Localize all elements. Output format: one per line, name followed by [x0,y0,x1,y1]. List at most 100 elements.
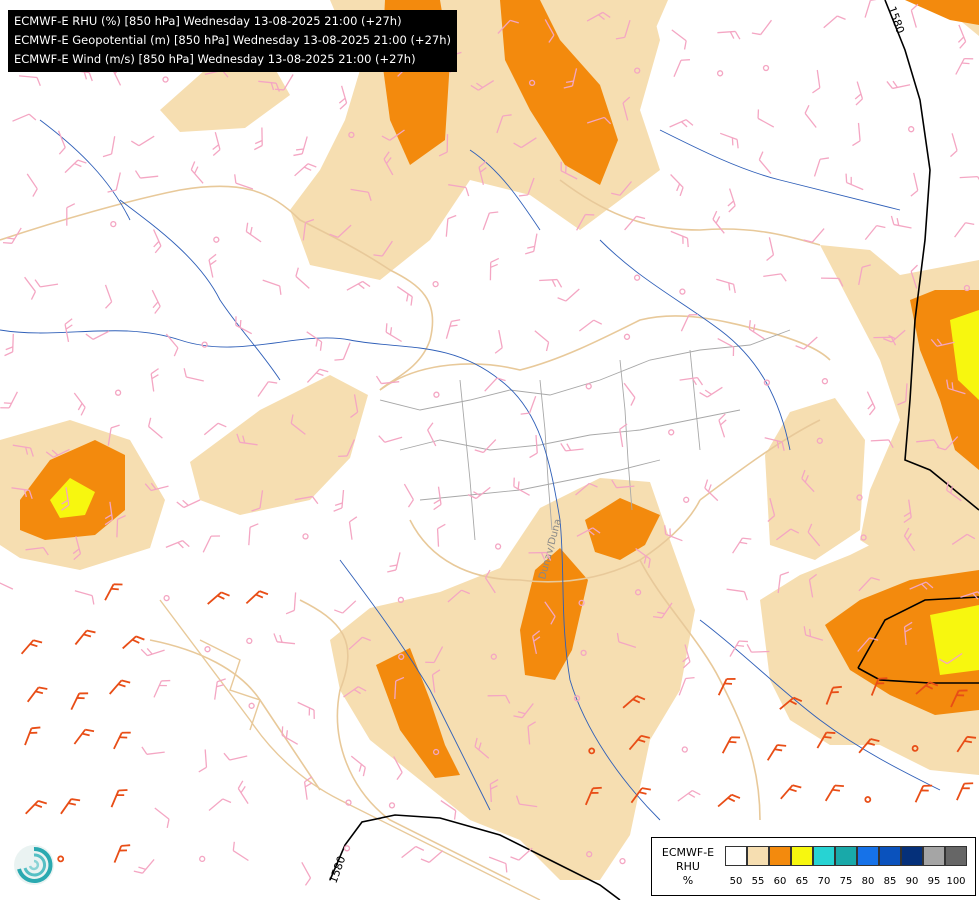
wind-barb [378,435,403,443]
wind-barb [438,134,449,157]
wind-barb [61,487,70,511]
wind-barb [110,789,128,808]
wind-barb [235,316,253,335]
wind-barb [212,132,221,157]
wind-barb [680,313,698,332]
wind-barb [383,151,394,176]
wind-barb [886,80,911,90]
wind-barb [534,330,550,352]
wind-barb [202,535,221,553]
wind-barb [232,841,249,862]
rhu-legend: ECMWF-E RHU % 50 55 60 65 70 75 80 85 90 95 100 [651,837,976,896]
wind-barb [580,649,587,657]
wind-barb [150,368,159,392]
wind-barb [338,85,348,110]
wind-barb [584,786,602,806]
coastline [159,599,541,900]
wind-barb [24,276,37,300]
wind-barb [73,728,95,745]
wind-barb [950,689,968,708]
wind-barb [140,647,165,657]
wind-barb [803,626,824,641]
wind-barb [66,203,76,226]
wind-barb [345,799,352,806]
wind-barb [525,233,538,255]
wind-barb [401,845,425,859]
wind-barb [852,122,861,147]
wind-barb [716,70,724,77]
wind-barb [812,69,821,94]
wind-barb [134,170,159,179]
wind-barb [165,540,190,549]
wind-barb [113,844,131,863]
wind-barb [107,424,120,446]
wind-barb [130,135,155,147]
wind-barb [910,172,919,197]
wind-barb [348,636,371,650]
wind-barb [668,429,675,436]
wind-barb [293,136,308,157]
wind-barb [634,589,642,596]
wind-barb [673,59,691,78]
wind-barb [144,482,169,492]
wind-barb [579,319,603,332]
wind-barb [393,756,403,781]
wind-barb [85,330,110,340]
header-line-rhu: ECMWF-E RHU (%) [850 hPa] Wednesday 13-0… [14,14,402,28]
legend-swatch [747,846,769,866]
wind-barb [333,489,345,512]
legend-tick-label: 55 [751,876,765,887]
wind-barb [350,394,359,418]
wind-barb [858,577,880,592]
wind-barb [963,284,971,292]
wind-barb [470,80,495,91]
legend-title-param: RHU [676,860,700,873]
legend-swatch [725,846,747,866]
wind-barb [954,222,975,238]
wind-barb [447,589,471,603]
wind-barb [808,573,818,598]
wind-barb [478,161,487,185]
wind-barb [909,581,934,590]
wind-barb [624,215,646,231]
wind-barb [2,227,22,244]
wind-barb [297,701,315,719]
wind-barb [779,696,803,710]
wind-barb [199,855,206,863]
wind-barb [70,692,89,710]
legend-ticks: 50 55 60 65 70 75 80 85 90 95 100 [725,876,975,890]
wind-barb [560,442,584,452]
legend-title-unit: % [682,874,694,887]
wind-barb [72,536,82,561]
wind-barb [515,795,538,808]
rh-area-central-west [190,375,368,515]
wind-barb [348,131,355,139]
header-line-wind: ECMWF-E Wind (m/s) [850 hPa] Wednesday 1… [14,52,416,66]
wind-barb [915,681,939,695]
wind-barb [528,551,552,561]
wind-barb [622,695,646,709]
wind-barb [248,523,259,546]
wind-barb [821,378,829,385]
wind-barb [870,677,888,696]
wind-barb [864,796,872,803]
wind-barb [795,336,818,350]
wind-barb [348,516,358,540]
wind-barb [248,702,255,709]
wind-barb [104,284,113,309]
wind-barb [623,333,631,340]
wind-barb [45,448,70,458]
wind-barb [141,746,165,755]
wind-barb [717,793,741,808]
ecmwf-swirl-icon [14,845,54,885]
contour-1580-southeast-b [857,667,979,684]
wind-barb [820,277,844,287]
wind-barb [110,220,117,228]
wind-barb [104,583,123,601]
wind-barb [681,746,688,753]
wind-barb [208,798,232,811]
wind-barb [670,174,684,197]
wind-barb [767,498,776,523]
wind-barb [866,391,876,416]
